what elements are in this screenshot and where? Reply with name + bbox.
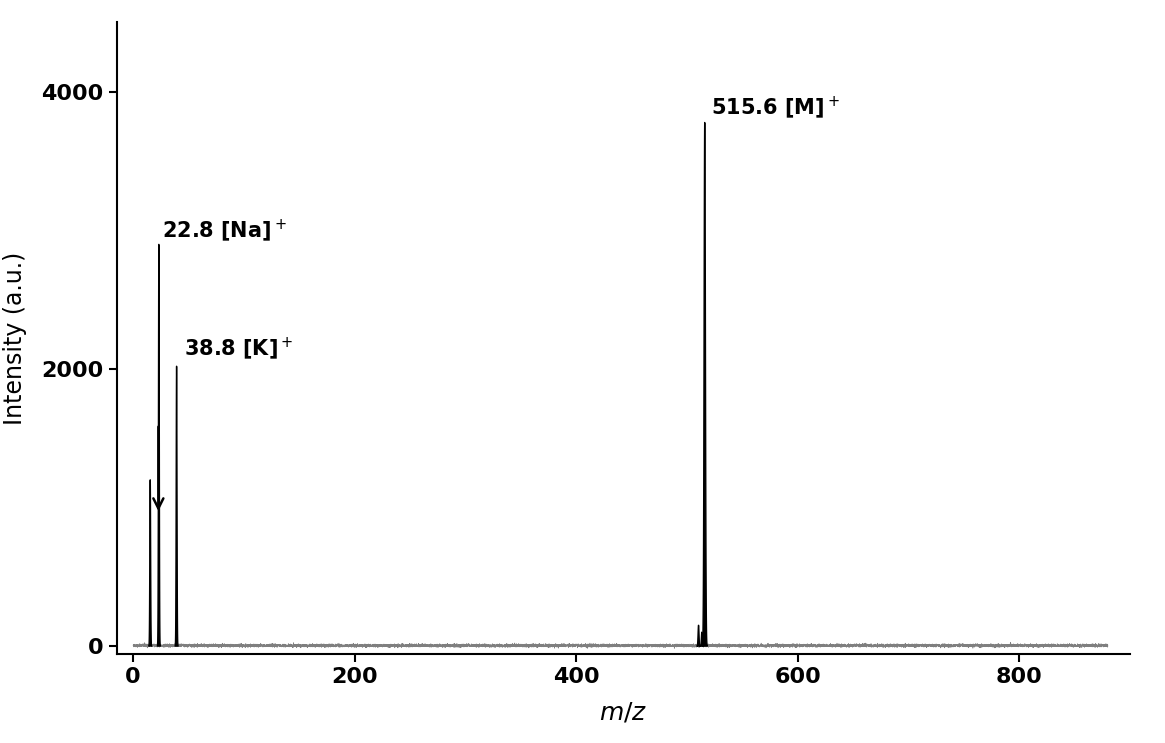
Text: 38.8 [K]$^+$: 38.8 [K]$^+$	[184, 335, 294, 362]
X-axis label: $m/z$: $m/z$	[599, 701, 648, 725]
Y-axis label: Intensity (a.u.): Intensity (a.u.)	[3, 251, 27, 425]
Text: 515.6 [M]$^+$: 515.6 [M]$^+$	[712, 94, 840, 120]
Text: 22.8 [Na]$^+$: 22.8 [Na]$^+$	[162, 217, 287, 244]
